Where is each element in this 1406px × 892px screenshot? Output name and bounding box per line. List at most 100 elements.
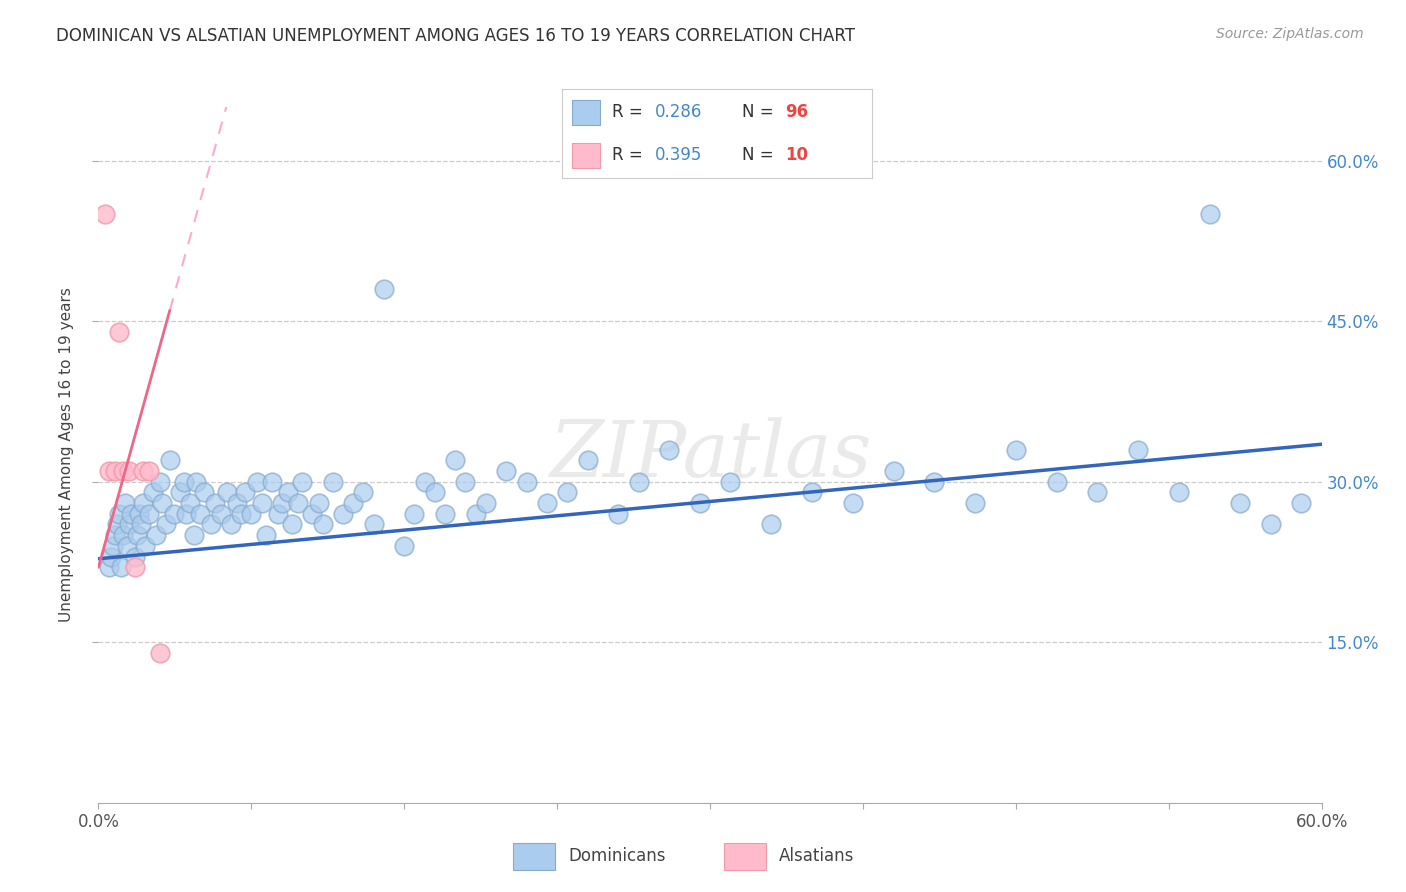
Point (93, 207, 115, 221)
Point (159, 453, 181, 467)
Point (104, 464, 127, 478)
Point (1291, 496, 1313, 510)
Point (108, 507, 131, 521)
Point (413, 475, 436, 489)
Point (454, 475, 477, 489)
Point (444, 453, 467, 467)
Point (127, 528, 149, 542)
Point (188, 507, 212, 521)
Point (149, 646, 172, 660)
Point (118, 517, 141, 532)
Point (97, 560, 120, 574)
Point (231, 507, 253, 521)
Point (627, 475, 650, 489)
Point (801, 485, 824, 500)
Point (761, 517, 783, 532)
Point (720, 475, 742, 489)
Point (332, 507, 354, 521)
Point (163, 507, 186, 521)
Point (149, 475, 172, 489)
Point (260, 475, 283, 489)
Point (301, 507, 323, 521)
Point (138, 507, 160, 521)
Point (516, 475, 538, 489)
Point (169, 485, 191, 500)
Point (576, 453, 599, 467)
Text: DOMINICAN VS ALSATIAN UNEMPLOYMENT AMONG AGES 16 TO 19 YEARS CORRELATION CHART: DOMINICAN VS ALSATIAN UNEMPLOYMENT AMONG… (56, 27, 855, 45)
Point (658, 442, 681, 457)
Point (1167, 485, 1189, 500)
Point (363, 517, 385, 532)
Point (226, 496, 249, 510)
FancyBboxPatch shape (572, 143, 599, 168)
Point (1045, 475, 1069, 489)
Point (1085, 485, 1108, 500)
Point (97, 464, 120, 478)
Point (101, 539, 124, 553)
Point (254, 528, 277, 542)
Point (150, 496, 173, 510)
Point (219, 517, 242, 532)
Point (423, 485, 446, 500)
Point (134, 539, 156, 553)
Point (1004, 442, 1026, 457)
Point (1229, 496, 1251, 510)
Point (291, 475, 314, 489)
Point (233, 485, 256, 500)
Point (155, 517, 177, 532)
Point (174, 507, 197, 521)
Point (322, 475, 344, 489)
Text: 10: 10 (785, 146, 808, 164)
Text: 0.286: 0.286 (655, 103, 703, 121)
Point (373, 282, 395, 296)
Point (204, 496, 226, 510)
Point (193, 485, 215, 500)
Point (215, 485, 238, 500)
Point (209, 507, 232, 521)
Point (138, 464, 160, 478)
Point (145, 528, 167, 542)
FancyBboxPatch shape (572, 100, 599, 125)
Point (124, 560, 146, 574)
Point (104, 528, 127, 542)
Point (434, 507, 457, 521)
Point (312, 517, 335, 532)
Text: 96: 96 (785, 103, 808, 121)
Point (1198, 207, 1220, 221)
Point (240, 507, 263, 521)
Point (142, 485, 165, 500)
Point (1128, 442, 1150, 457)
Point (308, 496, 330, 510)
Point (270, 496, 294, 510)
Point (287, 496, 309, 510)
Point (965, 496, 987, 510)
Point (474, 496, 498, 510)
Point (111, 464, 134, 478)
Point (124, 549, 146, 564)
Point (118, 464, 141, 478)
Point (352, 485, 374, 500)
Point (114, 496, 136, 510)
Point (536, 496, 558, 510)
Point (200, 517, 222, 532)
Y-axis label: Unemployment Among Ages 16 to 19 years: Unemployment Among Ages 16 to 19 years (59, 287, 75, 623)
Point (132, 496, 155, 510)
Point (111, 528, 134, 542)
Text: ZIPatlas: ZIPatlas (548, 417, 872, 493)
Point (128, 507, 150, 521)
Point (277, 485, 299, 500)
FancyBboxPatch shape (513, 843, 555, 870)
Point (922, 475, 945, 489)
Point (404, 507, 426, 521)
Text: Source: ZipAtlas.com: Source: ZipAtlas.com (1216, 27, 1364, 41)
Point (120, 507, 142, 521)
Point (883, 464, 905, 478)
Text: N =: N = (742, 103, 779, 121)
Text: Alsatians: Alsatians (779, 847, 855, 865)
Point (246, 475, 269, 489)
Text: R =: R = (612, 103, 648, 121)
Point (841, 496, 863, 510)
Point (267, 507, 290, 521)
Point (132, 464, 155, 478)
Point (607, 507, 630, 521)
